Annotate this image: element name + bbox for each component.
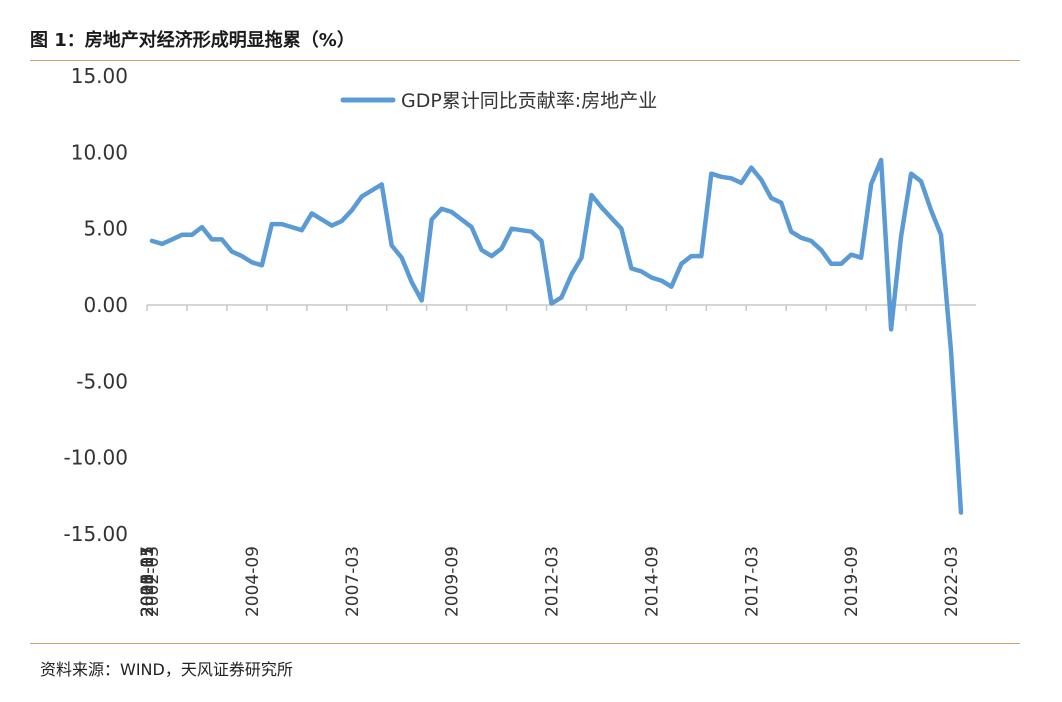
top-divider (30, 60, 1020, 61)
legend-label: GDP累计同比贡献率:房地产业 (401, 90, 657, 112)
y-tick-label: 15.00 (71, 64, 128, 88)
x-tick-label: 2017-03 (742, 546, 762, 617)
x-axis-ticks (146, 305, 947, 311)
x-tick-label: 2009-09 (443, 546, 463, 617)
x-tick-label: 2018-11 (138, 546, 158, 617)
y-tick-label: 0.00 (83, 293, 128, 317)
series-line-gdp-real-estate (149, 157, 964, 515)
x-tick-label: 2006-05 (138, 546, 158, 617)
y-tick-label: 10.00 (71, 140, 128, 164)
x-tick-label: 2004-09 (243, 546, 263, 617)
x-tick-label: 2008-11 (138, 546, 158, 617)
x-tick-label: 2013-11 (138, 546, 158, 617)
x-tick-label: 2003-01 (138, 546, 158, 617)
x-tick-label: 2012-03 (543, 546, 563, 617)
x-tick-label: 2013-01 (138, 546, 158, 617)
x-tick-label: 2003-11 (138, 546, 158, 617)
x-tick-label: 2005-07 (138, 546, 158, 617)
figure-title: 图 1：房地产对经济形成明显拖累（%） (30, 30, 355, 51)
x-tick-label: 2002-03 (143, 546, 163, 617)
y-tick-label: -5.00 (76, 369, 128, 393)
y-tick-label: 5.00 (83, 217, 128, 241)
x-tick-label: 2022-03 (942, 546, 962, 617)
x-tick-label: 2021-05 (138, 546, 158, 617)
x-tick-label: 2016-05 (138, 546, 158, 617)
x-tick-label: 2015-07 (138, 546, 158, 617)
y-tick-label: -10.00 (64, 446, 128, 470)
x-tick-label: 2007-03 (343, 546, 363, 617)
x-tick-label: 2008-01 (138, 546, 158, 617)
x-tick-label: 2018-01 (138, 546, 158, 617)
bottom-divider (30, 643, 1020, 644)
y-axis-tick-labels: 15.00 10.00 5.00 0.00 -5.00 -10.00 -15.00 (64, 64, 128, 546)
legend: GDP累计同比贡献率:房地产业 (340, 90, 657, 112)
x-tick-label: 2020-07 (138, 546, 158, 617)
x-tick-label: 2014-09 (642, 546, 662, 617)
x-tick-label: 2011-05 (138, 546, 158, 617)
y-tick-label: -15.00 (64, 522, 128, 546)
source-note: 资料来源：WIND，天风证券研究所 (40, 660, 293, 679)
x-tick-label: 2019-09 (842, 546, 862, 617)
x-tick-label: 2010-07 (138, 546, 158, 617)
